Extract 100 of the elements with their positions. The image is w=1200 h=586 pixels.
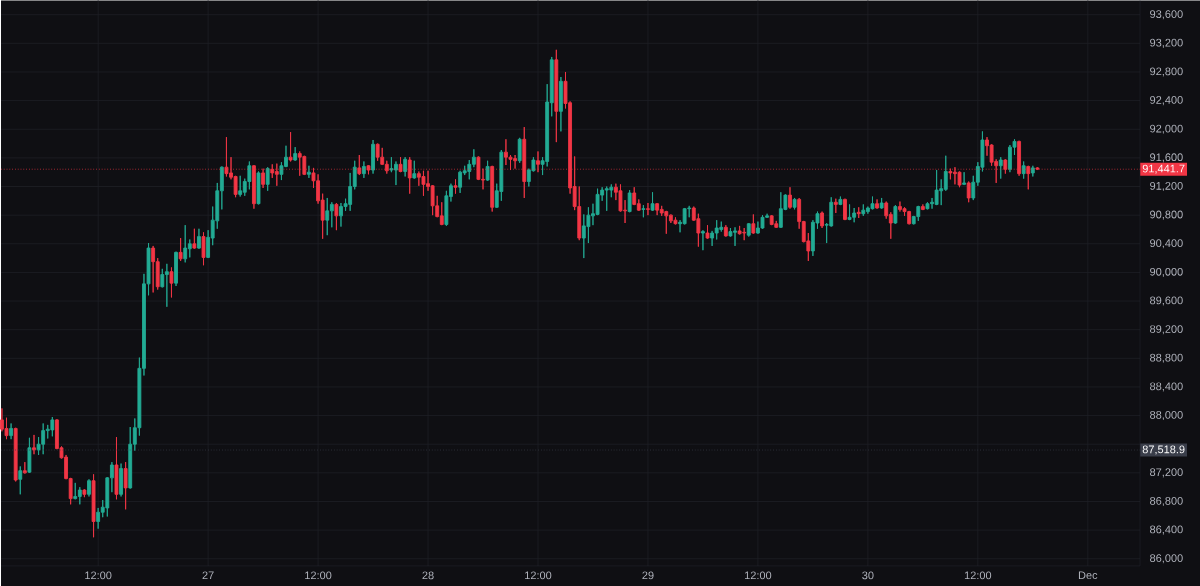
candlestick — [192, 228, 197, 250]
candlestick — [920, 204, 925, 211]
candlestick — [87, 478, 91, 497]
candlestick — [843, 198, 847, 221]
candlestick — [421, 170, 426, 197]
candlestick — [1030, 165, 1035, 177]
y-tick-label: 89,600 — [1150, 296, 1183, 306]
candlestick — [201, 231, 206, 266]
x-tick-label: 30 — [862, 571, 874, 580]
y-tick-label: 93,600 — [1150, 10, 1183, 20]
candlestick — [746, 222, 751, 238]
candlestick — [306, 165, 311, 179]
candlestick — [934, 169, 939, 206]
candlestick — [751, 214, 756, 235]
candlestick — [893, 204, 898, 225]
y-tick-label: 92,000 — [1150, 124, 1183, 134]
candlestick — [875, 198, 879, 210]
candlestick — [82, 488, 87, 498]
candlestick — [375, 143, 380, 162]
y-tick-label: 93,200 — [1150, 38, 1183, 48]
candlestick — [847, 204, 852, 221]
candlestick — [9, 423, 14, 440]
candlestick — [870, 196, 875, 210]
candlestick — [701, 229, 705, 251]
candlestick — [288, 131, 293, 162]
ref-line-label: 91,441.7 — [1142, 164, 1185, 174]
candlestick — [178, 237, 183, 262]
candlestick — [604, 186, 609, 212]
y-tick-label: 90,800 — [1150, 210, 1183, 220]
y-tick-label: 91,200 — [1150, 182, 1183, 192]
y-tick-label: 90,000 — [1150, 267, 1183, 277]
candlestick — [820, 211, 824, 229]
candlestick — [966, 181, 971, 203]
y-tick-label: 90,400 — [1150, 239, 1183, 249]
candlestick — [265, 166, 270, 192]
candlestick — [371, 139, 375, 175]
y-tick-label: 88,000 — [1150, 411, 1183, 421]
candlestick — [957, 171, 962, 188]
candlestick — [13, 427, 18, 482]
y-tick-label: 86,400 — [1150, 525, 1183, 535]
candlestick — [838, 196, 843, 206]
x-tick-label: 12:00 — [964, 571, 992, 580]
ref-line-label: 87,518.9 — [1142, 445, 1185, 455]
candlestick — [517, 137, 522, 164]
candlestick — [673, 216, 678, 225]
y-tick-label: 92,800 — [1150, 67, 1183, 77]
candlestick — [403, 156, 408, 177]
candlestick — [833, 198, 838, 214]
candlestick — [412, 160, 417, 180]
candlestick — [27, 437, 32, 474]
y-tick-label: 86,000 — [1150, 554, 1183, 564]
y-tick-label: 88,400 — [1150, 382, 1183, 392]
candlestick — [641, 204, 646, 218]
candlestick — [50, 416, 55, 437]
candlestick — [77, 486, 82, 505]
candlestick — [174, 251, 178, 287]
candlestick — [256, 171, 261, 205]
candlestick — [962, 171, 967, 186]
x-tick-label: 29 — [642, 571, 654, 580]
candlestick — [998, 156, 1003, 180]
x-tick-label: Dec — [1078, 571, 1098, 580]
candlestick — [554, 49, 559, 143]
y-tick-label: 91,600 — [1150, 153, 1183, 163]
candlestick — [792, 197, 797, 210]
candlestick — [119, 463, 123, 497]
candlestick — [485, 160, 490, 182]
candlestick — [788, 186, 792, 210]
candlestick — [769, 214, 774, 226]
candlestick — [164, 263, 169, 308]
x-tick-label: 12:00 — [525, 571, 552, 580]
y-tick-label: 86,800 — [1150, 497, 1183, 507]
candlestick — [650, 191, 655, 212]
candlestick — [558, 76, 563, 132]
candlestick — [453, 178, 458, 195]
candlestick — [705, 224, 710, 240]
candlestick — [655, 202, 660, 216]
x-tick-label: 12:00 — [85, 571, 112, 580]
candlestick — [293, 146, 298, 162]
candlestick — [18, 466, 23, 495]
candlestick — [760, 214, 765, 230]
candlestick — [925, 201, 930, 210]
y-tick-label: 92,400 — [1150, 96, 1183, 106]
candlestick — [151, 245, 156, 293]
candlestick — [861, 204, 866, 217]
candlestick — [856, 206, 861, 219]
candlestick — [879, 197, 884, 210]
candlestick — [91, 473, 96, 538]
candlestick — [627, 189, 632, 213]
x-tick-label: 28 — [422, 571, 434, 580]
candlestick — [1021, 161, 1026, 180]
candlestick — [22, 461, 27, 475]
candlestick — [325, 197, 330, 236]
y-tick-label: 88,800 — [1150, 353, 1183, 363]
candlestick — [123, 461, 128, 510]
y-tick-label: 87,200 — [1150, 468, 1183, 478]
candlestick — [334, 202, 339, 231]
candlestick — [916, 205, 921, 222]
x-tick-label: 12:00 — [745, 571, 772, 580]
x-tick-label: 27 — [202, 571, 214, 580]
candlestick — [183, 224, 188, 263]
